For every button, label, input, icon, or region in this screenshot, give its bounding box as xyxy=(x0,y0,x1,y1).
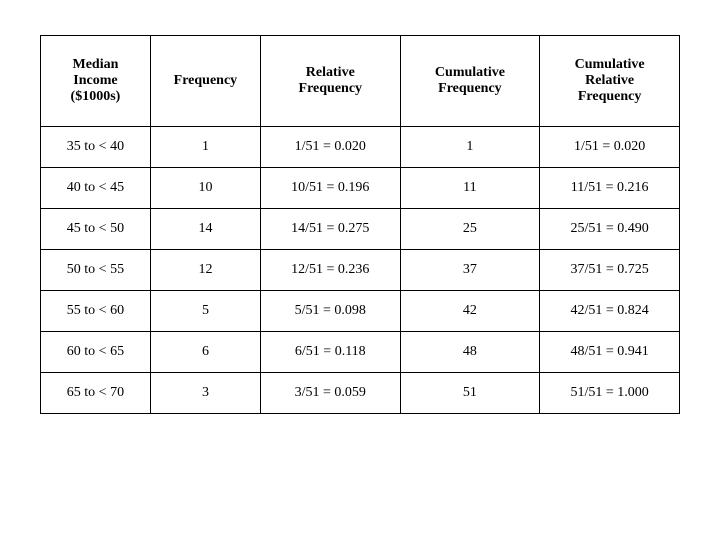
cell: 14 xyxy=(150,209,260,250)
col-header-frequency: Frequency xyxy=(150,36,260,127)
cell: 11/51 = 0.216 xyxy=(540,168,680,209)
cell: 12 xyxy=(150,250,260,291)
frequency-table: MedianIncome($1000s) Frequency RelativeF… xyxy=(40,35,680,414)
cell: 1 xyxy=(400,127,540,168)
cell: 60 to < 65 xyxy=(41,332,151,373)
cell: 42 xyxy=(400,291,540,332)
col-header-relative-frequency: RelativeFrequency xyxy=(261,36,401,127)
cell: 48/51 = 0.941 xyxy=(540,332,680,373)
cell: 3/51 = 0.059 xyxy=(261,373,401,414)
table-row: 60 to < 65 6 6/51 = 0.118 48 48/51 = 0.9… xyxy=(41,332,680,373)
cell: 35 to < 40 xyxy=(41,127,151,168)
cell: 6 xyxy=(150,332,260,373)
cell: 51 xyxy=(400,373,540,414)
col-header-median-income: MedianIncome($1000s) xyxy=(41,36,151,127)
cell: 48 xyxy=(400,332,540,373)
table-row: 35 to < 40 1 1/51 = 0.020 1 1/51 = 0.020 xyxy=(41,127,680,168)
cell: 3 xyxy=(150,373,260,414)
cell: 10 xyxy=(150,168,260,209)
cell: 50 to < 55 xyxy=(41,250,151,291)
table-row: 40 to < 45 10 10/51 = 0.196 11 11/51 = 0… xyxy=(41,168,680,209)
table-row: 50 to < 55 12 12/51 = 0.236 37 37/51 = 0… xyxy=(41,250,680,291)
table-header-row: MedianIncome($1000s) Frequency RelativeF… xyxy=(41,36,680,127)
cell: 37/51 = 0.725 xyxy=(540,250,680,291)
cell: 1 xyxy=(150,127,260,168)
table-row: 55 to < 60 5 5/51 = 0.098 42 42/51 = 0.8… xyxy=(41,291,680,332)
table-row: 45 to < 50 14 14/51 = 0.275 25 25/51 = 0… xyxy=(41,209,680,250)
cell: 40 to < 45 xyxy=(41,168,151,209)
cell: 25/51 = 0.490 xyxy=(540,209,680,250)
table-body: 35 to < 40 1 1/51 = 0.020 1 1/51 = 0.020… xyxy=(41,127,680,414)
cell: 55 to < 60 xyxy=(41,291,151,332)
cell: 5 xyxy=(150,291,260,332)
cell: 12/51 = 0.236 xyxy=(261,250,401,291)
cell: 65 to < 70 xyxy=(41,373,151,414)
cell: 14/51 = 0.275 xyxy=(261,209,401,250)
cell: 11 xyxy=(400,168,540,209)
cell: 51/51 = 1.000 xyxy=(540,373,680,414)
cell: 1/51 = 0.020 xyxy=(540,127,680,168)
cell: 25 xyxy=(400,209,540,250)
col-header-cumulative-frequency: CumulativeFrequency xyxy=(400,36,540,127)
cell: 42/51 = 0.824 xyxy=(540,291,680,332)
cell: 45 to < 50 xyxy=(41,209,151,250)
cell: 5/51 = 0.098 xyxy=(261,291,401,332)
cell: 1/51 = 0.020 xyxy=(261,127,401,168)
col-header-cumulative-relative-frequency: CumulativeRelativeFrequency xyxy=(540,36,680,127)
cell: 10/51 = 0.196 xyxy=(261,168,401,209)
table-row: 65 to < 70 3 3/51 = 0.059 51 51/51 = 1.0… xyxy=(41,373,680,414)
cell: 37 xyxy=(400,250,540,291)
cell: 6/51 = 0.118 xyxy=(261,332,401,373)
page: MedianIncome($1000s) Frequency RelativeF… xyxy=(0,0,720,540)
